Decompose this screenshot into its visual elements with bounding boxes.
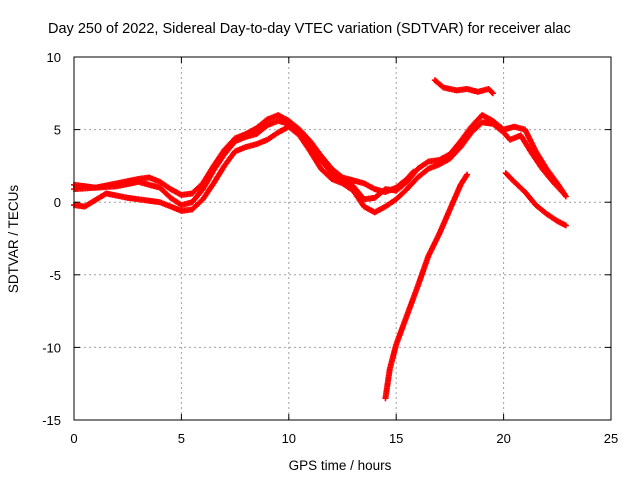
x-tick-label: 10 [282,431,296,446]
x-tick-label: 20 [496,431,510,446]
y-tick-label: -15 [42,413,61,428]
y-tick-label: 10 [47,50,61,65]
axis-layer: 0 5 10 15 20 25 -15 -10 -5 0 5 10 [42,50,618,446]
chart-title: Day 250 of 2022, Sidereal Day-to-day VTE… [48,21,571,37]
data-point [562,193,569,200]
x-tick-label: 5 [178,431,185,446]
series-sat-e [382,171,471,402]
data-point [488,89,495,96]
data-point [562,222,569,229]
y-tick-label: 0 [54,195,61,210]
data-point [489,90,496,97]
y-tick-label: 5 [54,123,61,138]
y-tick-label: -10 [42,340,61,355]
grid-layer [74,57,611,420]
x-axis-label: GPS time / hours [289,458,392,473]
series-sat-f [502,170,569,229]
x-tick-label: 0 [70,431,77,446]
series-sat-d [431,77,496,97]
plot-frame [73,56,612,421]
x-tick-label: 15 [389,431,403,446]
y-tick-label: -5 [49,268,61,283]
data-point [464,171,471,178]
data-layer [71,77,569,402]
series-sat-b [71,119,567,216]
y-axis-label: SDTVAR / TECUs [6,185,21,294]
series-sat-c [71,112,569,209]
x-tick-label: 25 [604,431,618,446]
